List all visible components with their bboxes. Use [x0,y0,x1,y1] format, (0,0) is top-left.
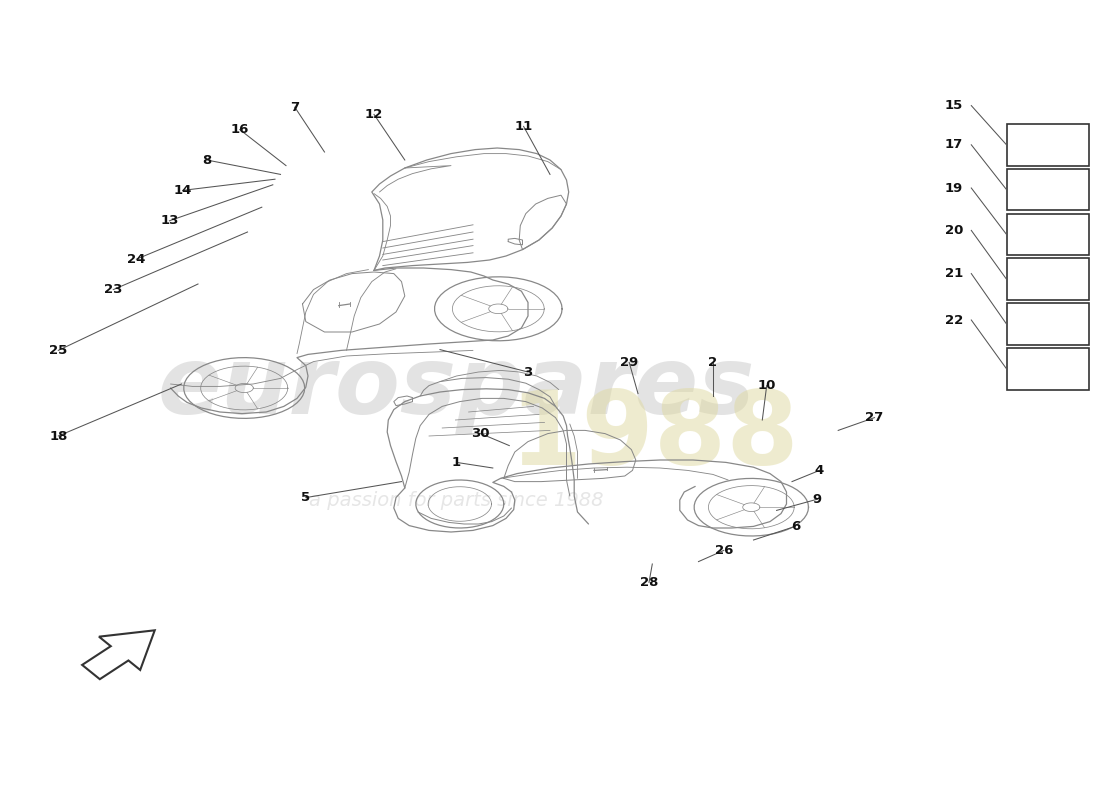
Polygon shape [82,630,155,679]
Text: 7: 7 [290,101,299,114]
Text: 22: 22 [945,314,962,326]
Text: 24: 24 [128,253,145,266]
Text: 25: 25 [50,344,67,357]
Text: 23: 23 [104,283,122,296]
Text: 6: 6 [791,520,800,533]
Bar [1006,214,1089,255]
Text: 13: 13 [161,214,178,227]
Text: 4: 4 [815,464,824,477]
Text: 15: 15 [945,99,962,112]
Text: 1988: 1988 [509,386,800,486]
Text: 9: 9 [813,493,822,506]
Bar [1006,169,1089,210]
Text: 17: 17 [945,138,962,151]
Bar [1006,348,1089,390]
Text: 2: 2 [708,356,717,369]
Bar [1006,124,1089,166]
Text: 28: 28 [640,576,658,589]
Bar [1006,303,1089,345]
Text: 14: 14 [174,184,191,197]
Text: 11: 11 [515,120,532,133]
Text: eurospares: eurospares [157,342,756,434]
Text: 18: 18 [50,430,67,442]
Text: 5: 5 [301,491,310,504]
Text: 27: 27 [866,411,883,424]
Text: 19: 19 [945,182,962,194]
Text: 12: 12 [365,108,383,121]
Text: 26: 26 [715,544,733,557]
Text: 30: 30 [472,427,490,440]
Text: 8: 8 [202,154,211,166]
Text: 1: 1 [452,456,461,469]
Text: 3: 3 [524,366,532,378]
Text: a passion for parts since 1988: a passion for parts since 1988 [309,490,604,510]
Text: 21: 21 [945,267,962,280]
Text: 10: 10 [758,379,776,392]
Bar [1006,258,1089,300]
Text: 16: 16 [231,123,249,136]
Text: 20: 20 [945,224,962,237]
Text: 29: 29 [620,356,638,369]
